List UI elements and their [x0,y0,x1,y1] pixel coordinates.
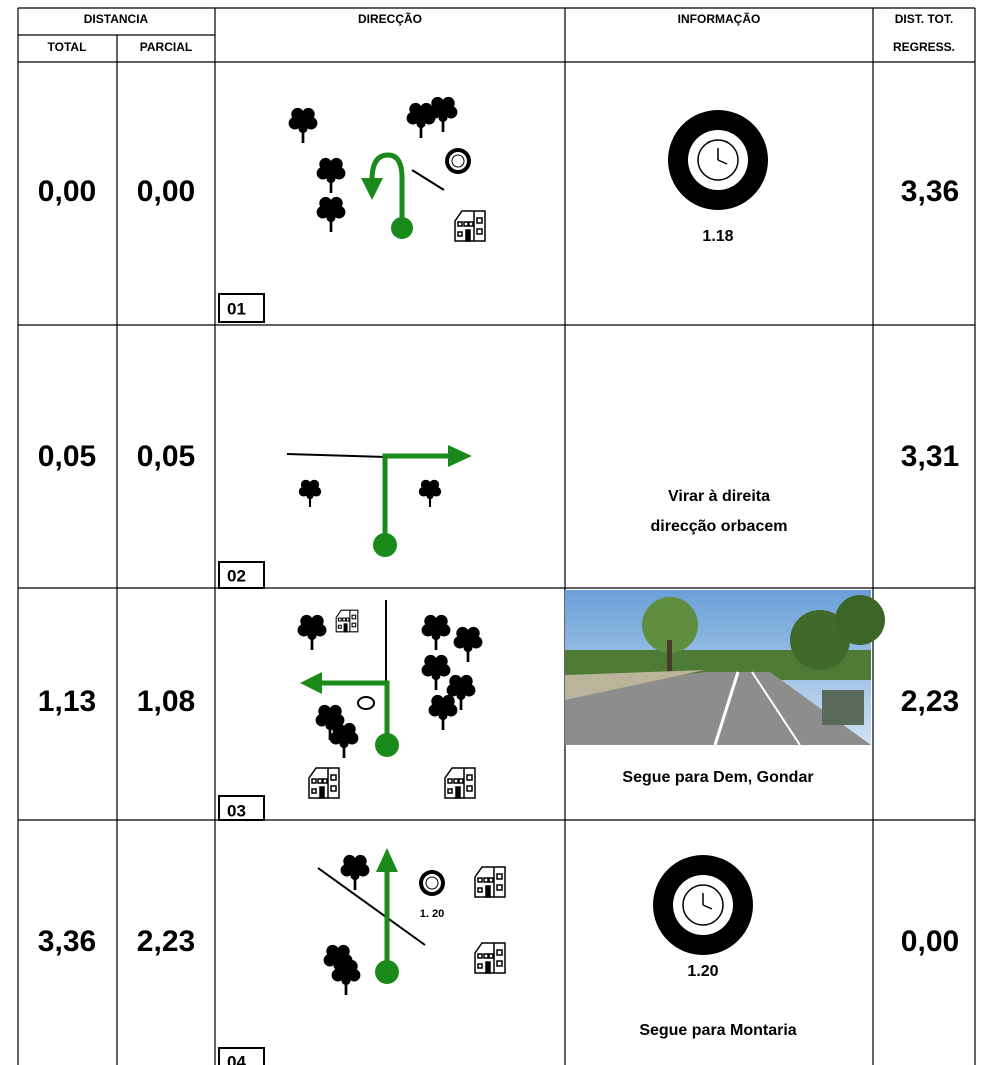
step: 01 [227,299,246,318]
partial: 2,23 [137,925,195,958]
photo [565,590,885,746]
regress: 2,23 [901,685,959,718]
clock-icon [667,109,769,211]
info: Virar à direita [668,488,770,505]
info: Segue para Montaria [639,1022,796,1039]
partial: 0,00 [137,175,195,208]
step-box [218,795,265,821]
info: direcção orbacem [651,518,788,535]
step-box [218,293,265,323]
total: 0,00 [38,175,96,208]
header: DIRECÇÃO [358,11,422,26]
step: 04 [227,1052,246,1065]
table-grid [17,7,976,1065]
header: DIST. TOT. [895,12,953,26]
diagram-label: 1. 20 [420,908,444,920]
regress: 3,31 [901,440,959,473]
clock-icon [652,854,754,956]
diagram [297,600,483,799]
diagram [288,96,486,242]
header: INFORMAÇÃO [678,11,761,26]
header: DISTANCIA [84,12,149,26]
info: Segue para Dem, Gondar [622,769,813,786]
step: 03 [227,801,246,820]
step-box [218,561,265,589]
step: 02 [227,566,246,585]
diagram [317,848,506,995]
step-box [218,1047,265,1065]
info: 1.20 [687,963,718,980]
regress: 0,00 [901,925,959,958]
total: 0,05 [38,440,96,473]
partial: 0,05 [137,440,195,473]
header: TOTAL [48,40,87,54]
header: PARCIAL [140,40,192,54]
header: REGRESS. [893,40,955,54]
total: 1,13 [38,685,96,718]
regress: 3,36 [901,175,959,208]
info: 1.18 [702,228,733,245]
partial: 1,08 [137,685,195,718]
total: 3,36 [38,925,96,958]
diagram [286,445,472,557]
